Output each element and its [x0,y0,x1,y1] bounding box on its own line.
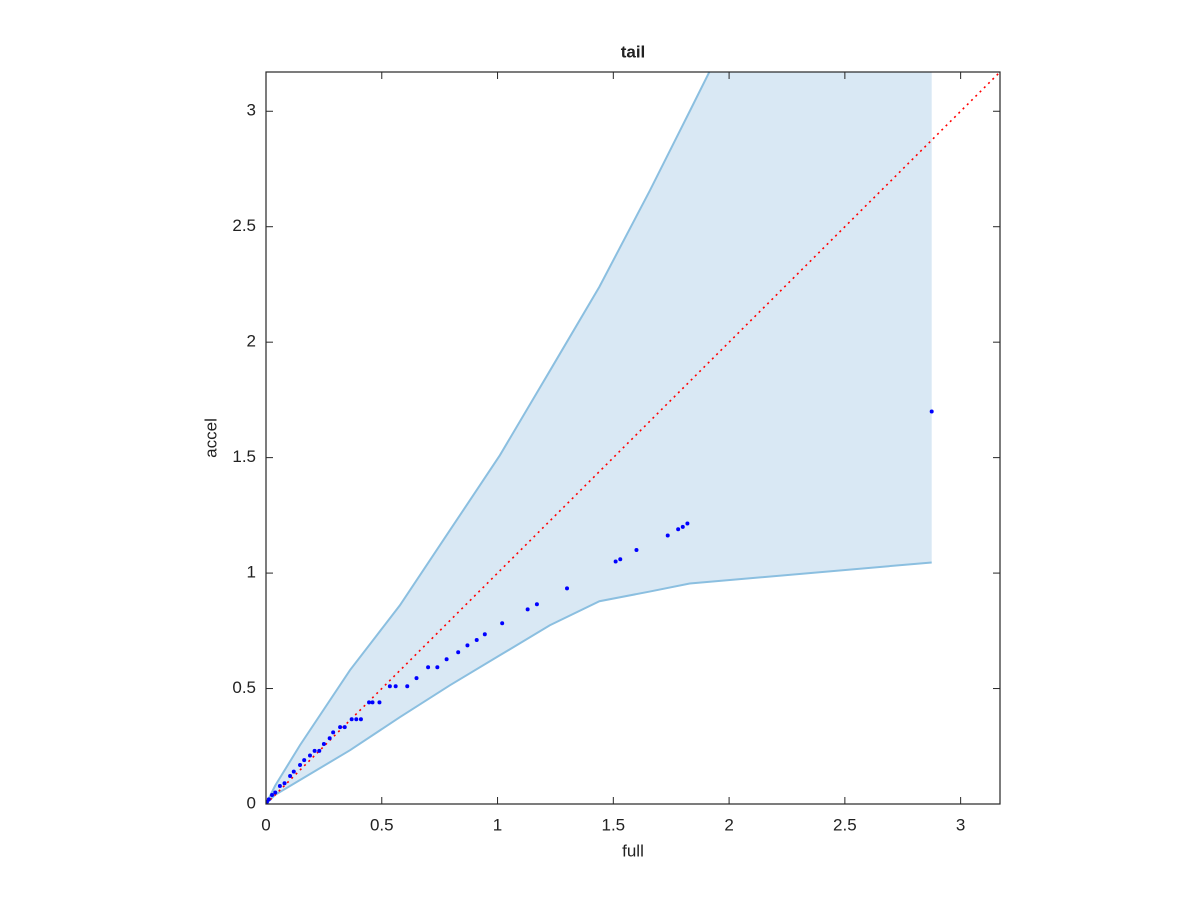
x-tick-label: 2 [724,815,733,834]
data-point [525,607,530,612]
y-tick-label: 2.5 [232,216,256,235]
x-tick-label: 0 [261,815,270,834]
data-point [482,632,487,637]
data-point [342,725,347,730]
band-lower-edge [266,561,932,804]
data-point [534,602,539,607]
data-point [565,586,570,591]
data-point [370,700,375,705]
data-point [317,748,322,753]
x-axis-label: full [622,841,644,860]
data-point [307,753,312,758]
data-point [405,684,410,689]
x-tick-label: 3 [956,815,965,834]
x-tick-label: 0.5 [370,815,394,834]
data-point [298,762,303,767]
y-tick-label: 1 [247,563,256,582]
data-point [414,676,419,681]
band-upper-edge [266,72,711,804]
y-tick-label: 3 [247,101,256,120]
data-point [426,665,431,670]
data-point [327,736,332,741]
data-point [321,741,326,746]
data-point [456,650,461,655]
data-point [444,657,449,662]
data-point [613,559,618,564]
data-point [338,725,343,730]
confidence-band [266,72,932,804]
data-point [685,521,690,526]
data-point [273,790,278,795]
x-tick-label: 1.5 [601,815,625,834]
data-point [270,792,275,797]
data-point [367,700,372,705]
chart-title: tail [621,42,646,61]
data-point [288,774,293,779]
y-tick-label: 1.5 [232,447,256,466]
data-point [676,527,681,532]
data-point [465,643,470,648]
data-point [435,665,440,670]
y-tick-label: 2 [247,332,256,351]
data-point [387,684,392,689]
data-point [312,748,317,753]
data-point [474,638,479,643]
data-point [282,781,287,786]
data-point [266,797,271,802]
axes-box [265,71,1001,805]
data-point [377,700,382,705]
data-point [349,717,354,722]
data-point [393,684,398,689]
x-tick-label: 2.5 [833,815,857,834]
data-point [680,524,685,529]
data-point [291,769,296,774]
data-point [331,730,336,735]
data-point [354,717,359,722]
data-point [500,621,505,626]
y-tick-label: 0 [247,793,256,812]
data-point [277,783,282,788]
y-tick-label: 0.5 [232,678,256,697]
data-point [358,717,363,722]
data-point [618,557,623,562]
plot-area [266,72,1000,804]
x-tick-label: 1 [493,815,502,834]
data-point [634,547,639,552]
data-point [302,758,307,763]
data-point [929,409,934,414]
data-point [665,533,670,538]
y-axis-label: accel [201,418,220,458]
